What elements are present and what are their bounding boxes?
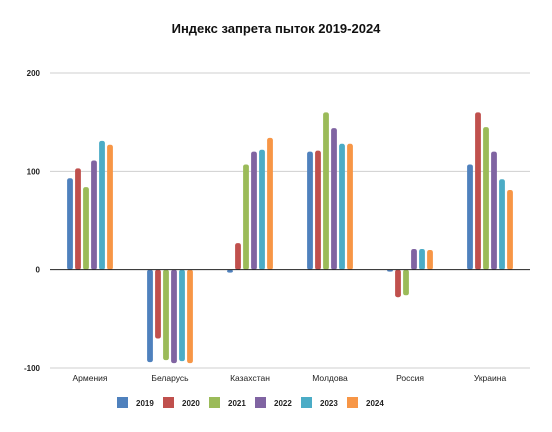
legend-swatch (163, 397, 174, 408)
category-label: Казахстан (230, 373, 270, 383)
y-tick-label: 100 (27, 167, 41, 176)
bar-2019-Армения (67, 178, 73, 270)
bar-2024-Россия (427, 250, 433, 270)
chart-title: Индекс запрета пыток 2019-2024 (172, 21, 382, 36)
bar-2023-Казахстан (259, 149, 265, 270)
bar-2021-Украина (483, 127, 489, 270)
legend-swatch (209, 397, 220, 408)
bar-2022-Украина (491, 151, 497, 270)
legend-swatch (347, 397, 358, 408)
bar-2023-Украина (499, 179, 505, 270)
bar-2020-Беларусь (155, 269, 161, 339)
bars (67, 112, 513, 364)
bar-2019-Беларусь (147, 269, 153, 363)
bar-2020-Армения (75, 168, 81, 270)
bar-2021-Молдова (323, 112, 329, 270)
bar-2021-Армения (83, 187, 89, 270)
y-tick-label: 200 (27, 69, 41, 78)
bar-2021-Беларусь (163, 269, 169, 361)
category-label: Беларусь (151, 373, 189, 383)
bar-2019-Молдова (307, 151, 313, 270)
bar-2022-Беларусь (171, 269, 177, 364)
bar-2020-Казахстан (235, 243, 241, 270)
bar-2021-Россия (403, 269, 409, 296)
y-axis-ticks: 200 100 0 -100 (24, 69, 41, 373)
grid-lines (50, 72, 530, 369)
bar-2022-Армения (91, 160, 97, 270)
bar-2020-Молдова (315, 150, 321, 270)
bar-2023-Армения (99, 140, 105, 270)
bar-2020-Россия (395, 269, 401, 298)
legend-label: 2022 (274, 399, 292, 408)
category-label: Армения (72, 373, 107, 383)
bar-2024-Казахстан (267, 137, 273, 270)
legend-label: 2019 (136, 399, 154, 408)
category-label: Молдова (312, 373, 348, 383)
category-label: Россия (396, 373, 424, 383)
bar-2024-Беларусь (187, 269, 193, 364)
bar-2020-Украина (475, 112, 481, 270)
legend-label: 2024 (366, 399, 384, 408)
legend-label: 2020 (182, 399, 200, 408)
bar-2022-Молдова (331, 128, 337, 270)
bar-2021-Казахстан (243, 164, 249, 270)
legend-label: 2021 (228, 399, 246, 408)
y-tick-label: 0 (36, 266, 41, 275)
bar-2019-Украина (467, 164, 473, 270)
bar-2019-Казахстан (227, 269, 233, 273)
bar-2022-Казахстан (251, 151, 257, 270)
bar-2024-Молдова (347, 143, 353, 270)
bar-2022-Россия (411, 249, 417, 270)
bar-2024-Украина (507, 190, 513, 270)
legend-swatch (255, 397, 266, 408)
category-label: Украина (474, 373, 507, 383)
legend-swatch (117, 397, 128, 408)
bar-2023-Беларусь (179, 269, 185, 362)
legend-swatch (301, 397, 312, 408)
category-labels: Армения Беларусь Казахстан Молдова Россия Укр… (72, 373, 506, 383)
bar-2023-Россия (419, 249, 425, 270)
y-tick-label: -100 (24, 364, 41, 373)
legend-label: 2023 (320, 399, 338, 408)
bar-2024-Армения (107, 144, 113, 270)
legend: 2019 2020 2021 2022 2023 2024 (117, 397, 384, 408)
bar-2023-Молдова (339, 143, 345, 270)
